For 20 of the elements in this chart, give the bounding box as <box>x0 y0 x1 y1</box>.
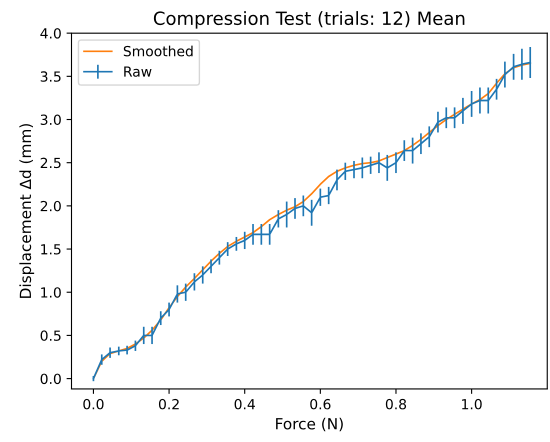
y-tick-label: 2.5 <box>40 158 61 168</box>
x-tick-label: 0.4 <box>234 398 255 410</box>
y-tick-label: 1.0 <box>41 287 61 298</box>
x-tick-label: 0.2 <box>158 398 179 410</box>
y-tick-label: 0.5 <box>40 330 61 341</box>
x-tick-label: 0.6 <box>310 398 331 410</box>
legend-label: Raw <box>124 66 152 77</box>
y-tick-label: 0.0 <box>40 374 61 384</box>
y-tick-label: 2.0 <box>40 200 61 212</box>
legend-label: Smoothed <box>124 46 193 56</box>
y-tick-label: 3.5 <box>40 71 61 82</box>
y-axis-title: Displacement Δd (mm) <box>19 124 34 298</box>
x-tick-label: 0.0 <box>83 398 104 410</box>
x-tick-label: 1.0 <box>462 398 482 410</box>
y-tick-label: 3.0 <box>40 114 61 125</box>
x-tick-label: 0.8 <box>386 398 406 410</box>
y-tick-label: 1.5 <box>41 244 61 255</box>
y-tick-label: 4.0 <box>40 28 61 39</box>
x-axis-title: Force (N) <box>276 418 343 432</box>
chart-title: Compression Test (trials: 12) Mean <box>154 11 464 29</box>
